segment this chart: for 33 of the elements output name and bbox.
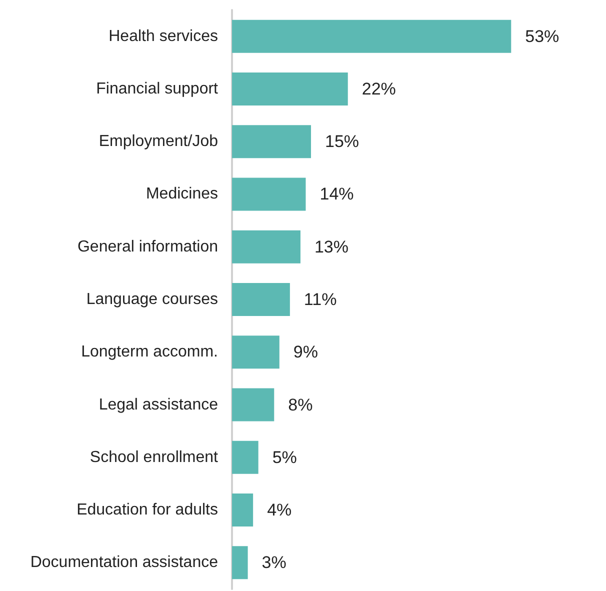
y-tick-label: Language courses [86, 291, 218, 308]
y-tick-label: Health services [108, 28, 218, 45]
bar [232, 336, 280, 369]
bar [232, 125, 311, 158]
data-label: 13% [314, 237, 348, 256]
bar [232, 494, 254, 527]
y-tick-label: Employment/Job [98, 133, 218, 150]
y-tick-label: Education for adults [76, 502, 218, 519]
bar [232, 283, 290, 316]
y-tick-label: Financial support [96, 80, 219, 98]
bar [232, 72, 348, 106]
data-label: 53% [525, 26, 560, 46]
data-label: 8% [288, 395, 313, 414]
bar [232, 178, 306, 211]
bar [232, 546, 248, 580]
y-tick-label: School enrollment [90, 448, 219, 466]
bar [232, 20, 512, 53]
data-label: 11% [304, 290, 337, 309]
data-label: 14% [320, 184, 354, 204]
y-tick-label: Longterm accomm. [81, 344, 218, 361]
bar [232, 388, 274, 422]
y-tick-label: Documentation assistance [30, 554, 218, 572]
data-label: 22% [362, 79, 396, 98]
bar [232, 230, 300, 264]
y-tick-label: Legal assistance [98, 396, 218, 414]
data-label: 3% [262, 553, 286, 572]
y-tick-label: General information [77, 238, 218, 256]
bar [232, 440, 258, 474]
data-label: 9% [293, 342, 318, 362]
data-label: 15% [325, 132, 360, 152]
y-tick-label: Medicines [146, 186, 218, 203]
data-label: 4% [267, 500, 292, 520]
data-label: 5% [272, 448, 297, 467]
